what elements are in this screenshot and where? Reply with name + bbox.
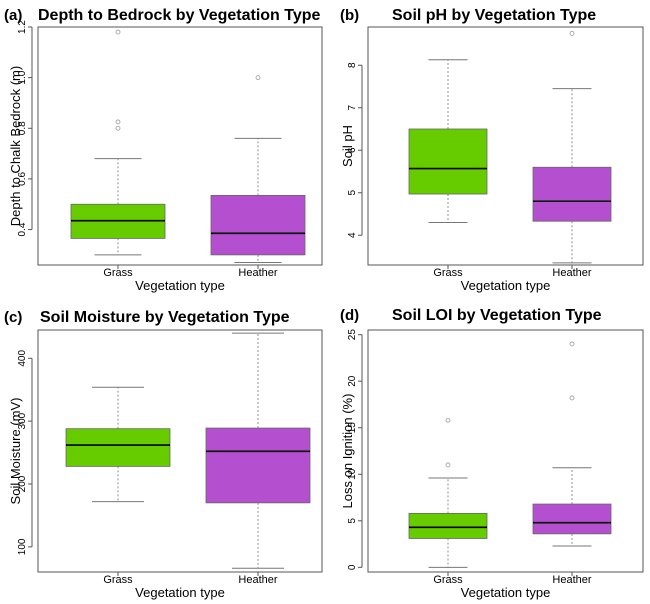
plot-frame: [367, 329, 644, 573]
y-tick-label: 15: [347, 422, 358, 434]
outlier-point: [445, 417, 451, 423]
panel-label: (b): [340, 7, 359, 24]
y-tick-label: 0.8: [17, 121, 28, 135]
outlier-point: [115, 119, 121, 125]
y-tick-label: 8: [347, 62, 358, 68]
y-tick-label: 1.2: [17, 20, 28, 34]
y-axis-label: Loss on Ignition (%): [340, 394, 355, 509]
x-axis-label: Vegetation type: [461, 278, 551, 293]
y-tick-label: 200: [17, 475, 28, 492]
outlier-point: [445, 462, 451, 468]
y-tick-label: 4: [347, 232, 358, 238]
outlier-point: [569, 30, 575, 36]
box-grass: [408, 417, 488, 568]
x-tick-label: Heather: [552, 574, 591, 586]
y-axis-label: Soil pH: [340, 125, 355, 167]
y-axis-label: Soil Moisture (mV): [8, 398, 23, 505]
y-tick-label: 400: [17, 350, 28, 367]
box-heather: [205, 332, 311, 569]
y-tick-label: 5: [347, 518, 358, 524]
y-tick-label: 10: [347, 468, 358, 480]
iqr-box: [408, 128, 488, 195]
panel-b: (b) Soil pH by Vegetation Type 4 5 6 7 8 Soil p…: [340, 7, 644, 293]
iqr-box: [65, 428, 171, 467]
y-tick-label: 0.6: [17, 172, 28, 186]
x-tick-label: Heather: [552, 267, 591, 279]
x-tick-label: Heather: [238, 267, 277, 279]
outlier-point: [115, 29, 121, 35]
outlier-point: [569, 341, 575, 347]
iqr-box: [205, 427, 311, 504]
y-tick-label: 0: [347, 564, 358, 570]
y-tick-label: 0.4: [17, 222, 28, 236]
box-heather: [532, 30, 612, 264]
x-axis-label: Vegetation type: [135, 585, 225, 600]
chart-title: Soil Moisture by Vegetation Type: [40, 309, 290, 326]
panel-a: (a) Depth to Bedrock by Vegetation Type 0.…: [4, 7, 323, 293]
panel-label: (c): [4, 309, 22, 326]
x-tick-label: Grass: [433, 267, 463, 279]
chart-title: Soil LOI by Vegetation Type: [392, 307, 602, 324]
outlier-point: [115, 125, 121, 131]
y-tick-label: 20: [347, 375, 358, 387]
panel-label: (d): [340, 307, 359, 324]
y-tick-label: 25: [347, 329, 358, 341]
y-tick-label: 1.0: [17, 70, 28, 84]
plot-frame: [367, 26, 644, 266]
outlier-point: [255, 75, 261, 81]
panel-c: (c) Soil Moisture by Vegetation Type 100 20…: [4, 309, 323, 600]
panel-d: (d) Soil LOI by Vegetation Type 0 5 10 15 20 25…: [340, 307, 644, 600]
y-tick-label: 5: [347, 190, 358, 196]
y-tick-label: 6: [347, 147, 358, 153]
y-axis-label: Depth to Chalk Bedrock (m): [8, 66, 23, 226]
y-tick-label: 300: [17, 412, 28, 429]
iqr-box: [408, 512, 488, 539]
y-tick-label: 7: [347, 105, 358, 111]
x-tick-label: Grass: [103, 574, 133, 586]
plot-frame: [37, 329, 323, 573]
panel-label: (a): [4, 7, 22, 24]
box-grass: [70, 29, 166, 256]
y-tick-label: 100: [17, 538, 28, 555]
outlier-point: [569, 395, 575, 401]
x-tick-label: Grass: [433, 574, 463, 586]
box-heather: [210, 75, 306, 263]
x-tick-label: Heather: [238, 574, 277, 586]
x-tick-label: Grass: [103, 267, 133, 279]
x-axis-label: Vegetation type: [135, 278, 225, 293]
chart-title: Depth to Bedrock by Vegetation Type: [38, 7, 321, 24]
box-grass: [65, 386, 171, 503]
x-axis-label: Vegetation type: [461, 585, 551, 600]
chart-title: Soil pH by Vegetation Type: [392, 7, 596, 24]
plot-frame: [37, 26, 323, 266]
box-heather: [532, 341, 612, 547]
iqr-box: [532, 503, 612, 535]
iqr-box: [210, 194, 306, 256]
iqr-box: [532, 166, 612, 222]
box-grass: [408, 59, 488, 223]
